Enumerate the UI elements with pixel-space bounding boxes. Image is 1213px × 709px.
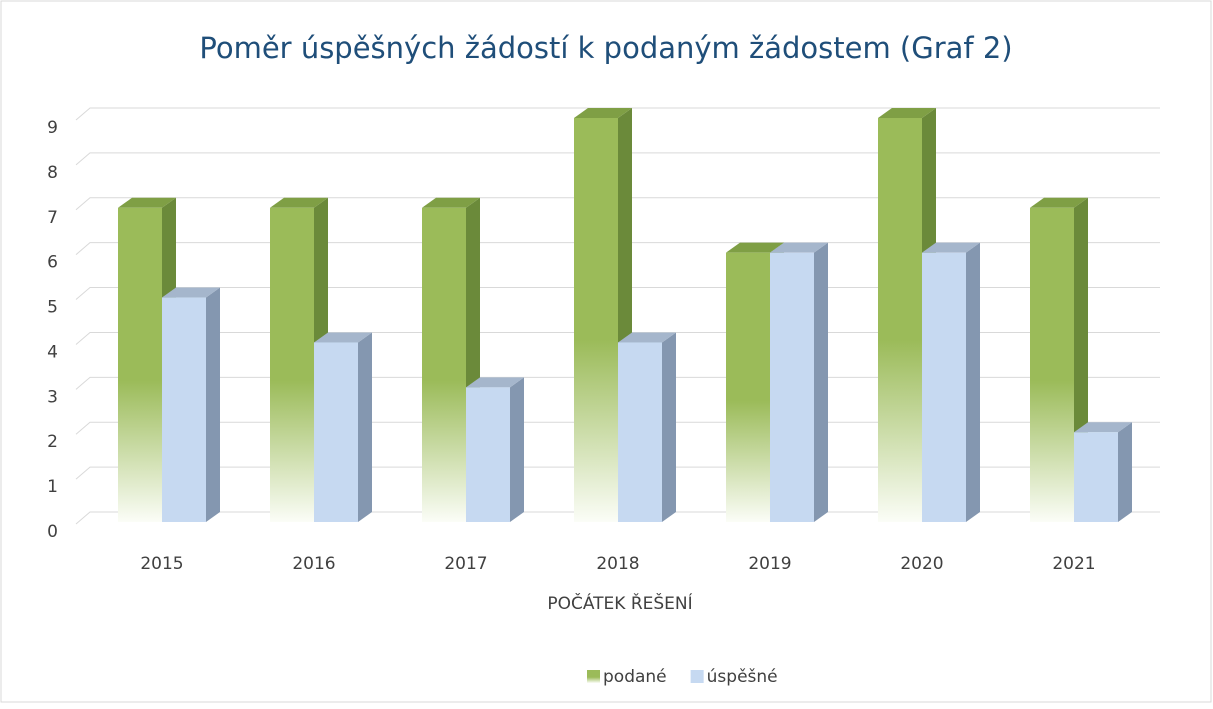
bar-front	[1074, 432, 1118, 522]
bar	[922, 242, 980, 522]
y-tick-label: 6	[47, 253, 58, 273]
bar	[314, 332, 372, 522]
y-tick-label: 5	[47, 298, 58, 318]
bar-front	[922, 252, 966, 522]
bar-front	[1030, 207, 1074, 522]
bar-side	[966, 242, 980, 522]
bar-front	[574, 118, 618, 522]
bar	[162, 287, 220, 522]
bar-front	[878, 118, 922, 522]
bar-front	[162, 297, 206, 522]
x-tick-label: 2017	[444, 554, 487, 574]
bar-top	[314, 332, 372, 343]
bar-top	[118, 197, 176, 208]
bar-top	[422, 197, 480, 208]
x-tick-label: 2019	[748, 554, 791, 574]
chart-title: Poměr úspěšných žádostí k podaným žádost…	[199, 31, 1012, 65]
grid-line	[75, 107, 1160, 121]
y-tick-label: 3	[47, 387, 58, 407]
bar-top	[270, 197, 328, 208]
bar-front	[314, 342, 358, 522]
bar-top	[466, 377, 524, 388]
legend-swatch	[587, 670, 600, 683]
bar	[1074, 422, 1132, 522]
y-tick-label: 0	[47, 522, 58, 542]
bar	[466, 377, 524, 522]
bar	[270, 197, 328, 522]
bar-top	[878, 108, 936, 118]
bar	[618, 332, 676, 522]
x-tick-label: 2016	[292, 554, 335, 574]
bar	[770, 242, 828, 522]
bar-top	[574, 108, 632, 118]
legend-label: úspěšné	[707, 667, 778, 687]
bar-side	[510, 377, 524, 522]
bar-side	[1118, 422, 1132, 522]
x-tick-label: 2020	[900, 554, 943, 574]
bar-side	[662, 332, 676, 522]
y-tick-label: 8	[47, 163, 58, 183]
grid-line	[75, 197, 1160, 211]
bar-front	[270, 207, 314, 522]
y-tick-label: 2	[47, 432, 58, 452]
bar-side	[814, 242, 828, 522]
bar-front	[726, 252, 770, 522]
grid-line	[75, 152, 1160, 166]
y-tick-label: 7	[47, 208, 58, 228]
bar-front	[422, 207, 466, 522]
bar-top	[1030, 197, 1088, 208]
y-tick-label: 9	[47, 118, 58, 138]
bar-side	[206, 287, 220, 522]
x-tick-label: 2021	[1052, 554, 1095, 574]
x-axis-label: POČÁTEK ŘEŠENÍ	[547, 592, 692, 614]
bar	[422, 197, 480, 522]
bar-top	[770, 242, 828, 253]
bar-top	[162, 287, 220, 298]
bar-side	[358, 332, 372, 522]
legend-label: podané	[603, 667, 667, 687]
bar-front	[618, 342, 662, 522]
bar-top	[726, 242, 784, 253]
x-tick-label: 2018	[596, 554, 639, 574]
legend-swatch	[690, 670, 704, 683]
bar-front	[770, 252, 814, 522]
bar-top	[922, 242, 980, 253]
x-tick-label: 2015	[140, 554, 183, 574]
y-tick-label: 4	[47, 342, 58, 362]
bar-top	[1074, 422, 1132, 433]
bar-front	[466, 387, 510, 522]
bar-top	[618, 332, 676, 343]
y-tick-label: 1	[47, 477, 58, 497]
bar-front	[118, 207, 162, 522]
